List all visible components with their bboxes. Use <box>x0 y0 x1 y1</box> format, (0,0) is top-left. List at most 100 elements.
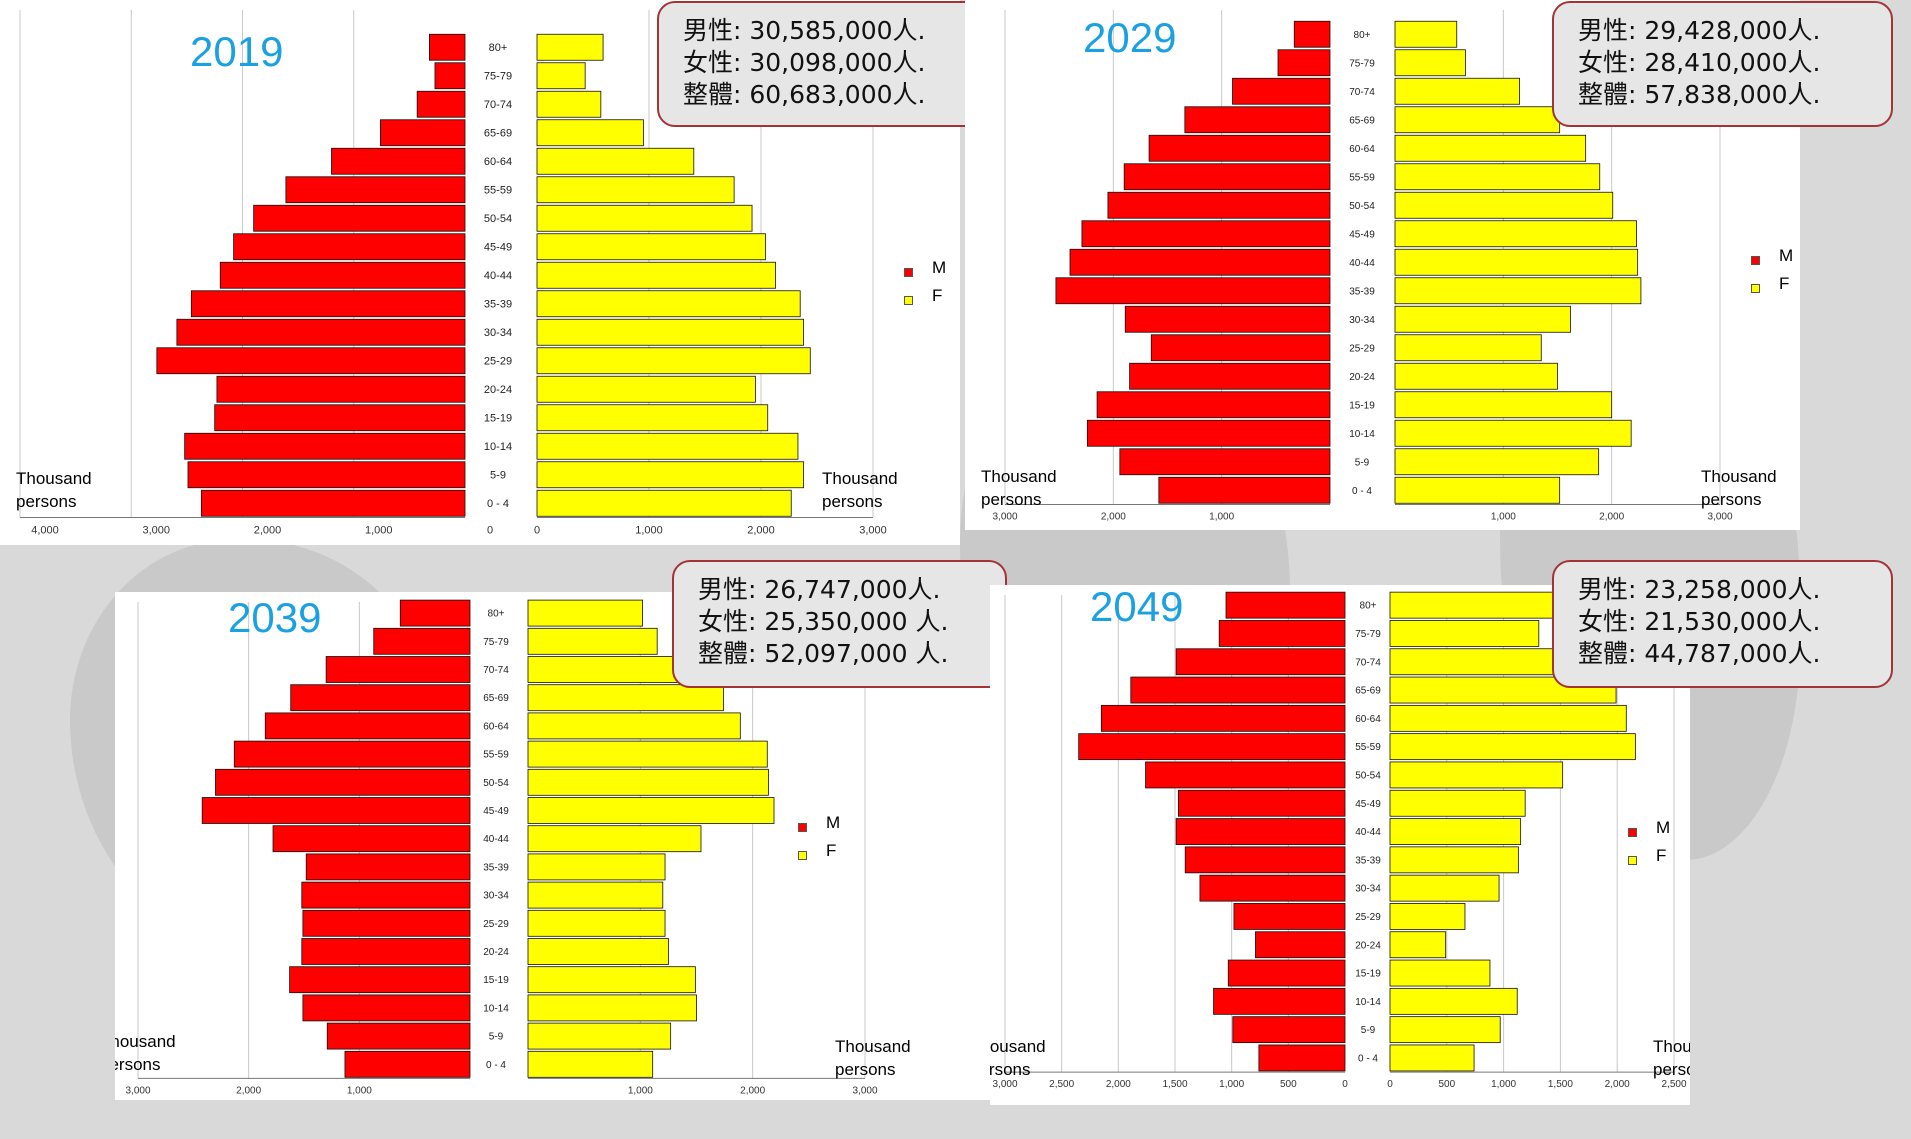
bar-female <box>536 204 753 232</box>
age-group-label: 50-54 <box>483 778 509 789</box>
bar-male <box>290 684 471 712</box>
bar-male <box>1129 362 1331 390</box>
bar-female <box>536 176 735 204</box>
bar-female <box>1389 591 1561 619</box>
bar-female <box>527 740 768 768</box>
tick-label-left: 500 <box>1280 1079 1297 1090</box>
bar-female <box>1394 362 1558 390</box>
legend-swatch-male <box>1751 256 1760 265</box>
bar-female <box>1394 334 1542 362</box>
tick-label-right: 2,000 <box>1605 1079 1630 1090</box>
age-group-label: 60-64 <box>1355 714 1381 725</box>
legend-swatch-female <box>1751 284 1760 293</box>
bar-female <box>1394 220 1637 248</box>
tick-label-left: 3,000 <box>992 512 1017 523</box>
bar-male <box>187 461 466 489</box>
bar-male <box>289 966 471 994</box>
bar-female <box>527 825 702 853</box>
age-group-label: 35-39 <box>1349 286 1375 297</box>
bar-female <box>1394 163 1601 191</box>
overall-total-2019: 整體: 60,683,000人. <box>683 80 926 109</box>
tick-label-right: 2,000 <box>747 525 775 537</box>
age-group-label: 55-59 <box>1355 742 1381 753</box>
bar-male <box>190 290 466 318</box>
female-total-2029: 女性: 28,410,000人. <box>1578 48 1821 77</box>
bar-male <box>1078 733 1346 761</box>
bar-female <box>1389 648 1583 676</box>
age-group-label: 45-49 <box>1349 229 1375 240</box>
bar-female <box>1394 248 1639 276</box>
bar-male <box>184 432 466 460</box>
female-total-2039: 女性: 25,350,000 人. <box>698 607 949 636</box>
bar-male <box>1175 818 1346 845</box>
age-group-label: 0 - 4 <box>486 1060 506 1071</box>
year-title-2019: 2019 <box>190 28 284 75</box>
bar-female <box>1389 704 1627 732</box>
bar-male <box>1199 874 1346 902</box>
bar-female <box>527 684 724 712</box>
age-group-label: 70-74 <box>1349 87 1375 98</box>
female-total-2019: 女性: 30,098,000人. <box>683 48 926 77</box>
age-group-label: 80+ <box>1354 30 1371 41</box>
tick-label-left: 0 <box>487 525 493 537</box>
left-axis-unit-2029: Thousand persons <box>981 467 1057 509</box>
tick-label-left: 2,000 <box>1101 512 1126 523</box>
bar-male <box>216 375 466 403</box>
tick-label-left: 0 <box>1342 1079 1348 1090</box>
bar-male <box>1227 959 1346 987</box>
bar-female <box>1389 874 1500 902</box>
bar-female <box>1394 476 1561 504</box>
age-group-label: 60-64 <box>483 721 509 732</box>
bar-male <box>399 599 471 627</box>
legend-swatch-male <box>904 268 913 277</box>
age-group-label: 65-69 <box>484 128 512 140</box>
male-total-2049: 男性: 23,258,000人. <box>1578 575 1821 604</box>
age-group-label: 30-34 <box>484 327 512 339</box>
bar-female <box>527 1050 654 1078</box>
tick-label-right: 2,000 <box>740 1085 765 1096</box>
age-group-label: 50-54 <box>484 213 512 225</box>
population-pyramid-2039: 3,000 2,000 1,000 1,000 2,000 3,000 80+ 75-79 70… <box>125 599 878 1096</box>
bar-female <box>536 119 644 147</box>
bar-male <box>1177 789 1346 817</box>
bar-female <box>1394 49 1466 77</box>
tick-label-left: 1,000 <box>1219 1079 1244 1090</box>
bar-female <box>1389 789 1526 817</box>
bar-male <box>1107 191 1331 219</box>
age-group-label: 65-69 <box>1349 115 1375 126</box>
age-group-label: 5-9 <box>1355 457 1370 468</box>
bar-male <box>201 797 471 824</box>
bar-male <box>1233 903 1346 930</box>
bar-female <box>527 599 643 627</box>
bar-female <box>1389 1044 1475 1072</box>
right-axis-unit-2039: Thousand persons <box>835 1037 911 1079</box>
bar-female <box>1389 931 1447 959</box>
tick-label-right: 2,000 <box>1599 512 1624 523</box>
bar-male <box>380 119 466 147</box>
age-group-label: 55-59 <box>1349 172 1375 183</box>
age-group-label: 10-14 <box>483 1003 509 1014</box>
bar-male <box>1184 106 1331 134</box>
bar-female <box>1394 448 1600 476</box>
left-axis-unit-2019: Thousand persons <box>16 469 92 511</box>
bar-female <box>527 797 775 824</box>
age-group-label: 15-19 <box>1349 400 1375 411</box>
bar-male <box>1277 49 1331 77</box>
tick-label-right: 3,000 <box>1707 512 1732 523</box>
bar-female <box>536 318 804 346</box>
bar-female <box>536 90 602 118</box>
summary-callout-2049: 男性: 23,258,000人. 女性: 21,530,000人. 整體: 44… <box>1552 560 1893 688</box>
bar-female <box>536 290 801 318</box>
bar-male <box>1175 648 1346 676</box>
overall-total-2029: 整體: 57,838,000人. <box>1578 80 1821 109</box>
bar-male <box>1119 448 1331 476</box>
bar-male <box>1145 761 1346 789</box>
bar-female <box>536 375 756 403</box>
bar-male <box>156 347 466 375</box>
age-group-label: 30-34 <box>483 891 509 902</box>
bar-female <box>536 461 804 489</box>
bar-male <box>1100 704 1346 732</box>
population-pyramid-2029: 3,000 2,000 1,000 1,000 2,000 3,000 80+ 75-79 70… <box>992 10 1733 523</box>
legend-swatch-male <box>1628 828 1637 837</box>
bar-female <box>1394 277 1642 305</box>
